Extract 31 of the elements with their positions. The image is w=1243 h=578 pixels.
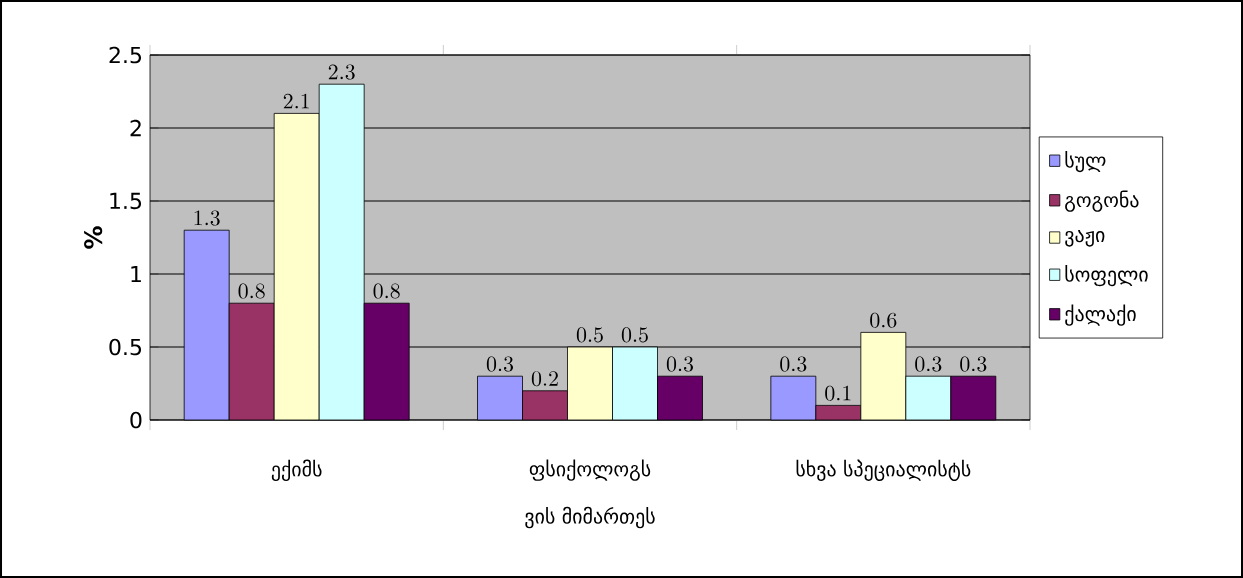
y-tick-label: 0.5 [109,338,142,356]
data-label: 0.3 [780,356,807,372]
data-label: 0.3 [486,356,514,372]
data-label: 0.8 [238,283,265,299]
data-label: 0. 1 [825,385,851,401]
data-label: 1 .3 [194,210,220,226]
data-label: 0.5 [576,327,603,343]
x-tick-label: ფსიქოლოგს [529,459,651,481]
legend-label: სულ [1065,150,1106,173]
data-label: 0.6 [870,312,897,328]
x-tick-label: ექიმს [271,459,322,482]
y-tick-label: 2.5 [109,46,142,64]
legend-label: სოფელი [1065,264,1148,287]
legend-label: ვაჟი [1065,230,1105,247]
data-label: 2. 1 [283,93,309,109]
x-tick-label: სხვა სპეციალისტს [796,459,971,481]
data-label: 0.2 [531,371,558,387]
y-tick-label: 2 [130,119,141,137]
legend-label: გოგონა [1065,190,1139,212]
y-axis-title: % [84,226,103,249]
data-label: 0.5 [621,327,648,343]
data-label: 0.3 [666,356,694,372]
y-tick-label: 1.5 [110,192,142,210]
data-label: 0.3 [915,356,942,372]
x-axis-title: ვის მიმართეს [525,506,655,529]
y-tick-label: 1 [131,265,141,283]
data-label: 0.8 [373,283,400,299]
y-tick-label: 0 [130,411,142,429]
data-label: 2.3 [328,64,355,80]
legend-label: ქალაქი [1065,304,1136,326]
data-label: 0.3 [960,356,987,372]
